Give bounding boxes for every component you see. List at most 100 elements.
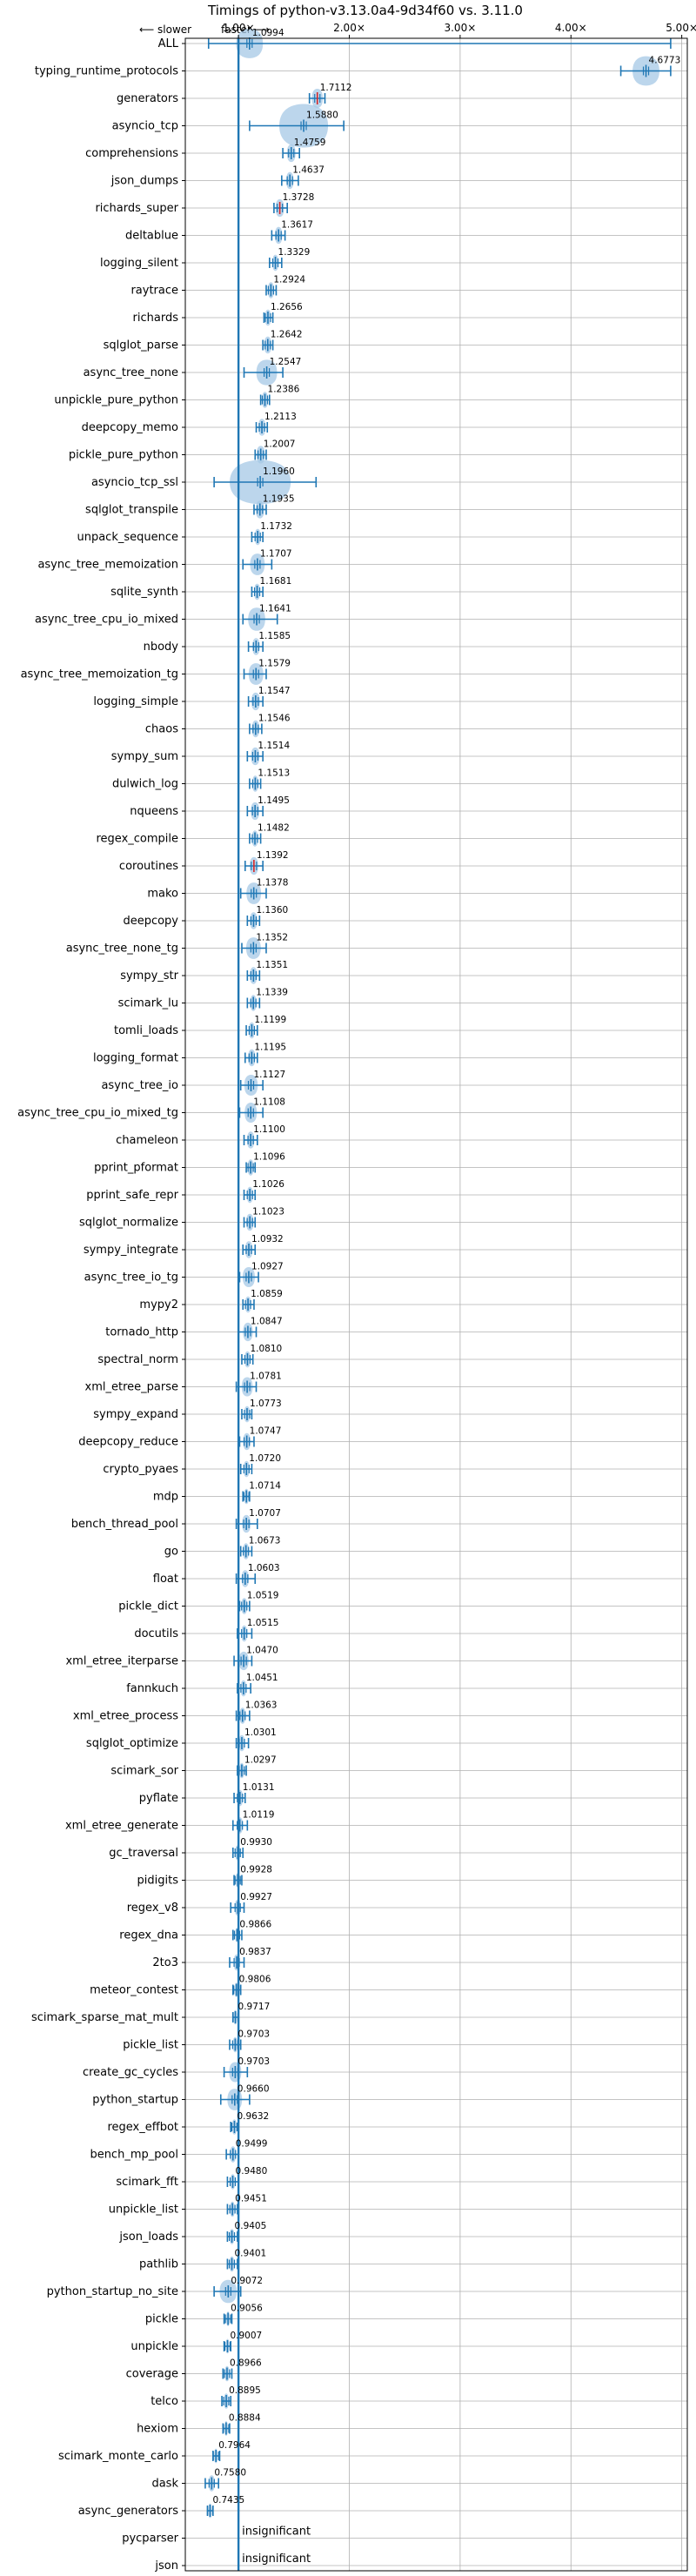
category-label: async_tree_io_tg xyxy=(84,1271,178,1285)
value-label: 1.3329 xyxy=(278,247,311,258)
category-label: pprint_safe_repr xyxy=(86,1189,178,1202)
value-label: 0.9703 xyxy=(238,2029,270,2040)
value-label: 0.9930 xyxy=(240,1837,272,1848)
x-tick-label: 3.00× xyxy=(444,22,476,34)
value-label: 0.9927 xyxy=(240,1892,272,1902)
value-label: 1.2656 xyxy=(271,302,303,312)
category-label: bench_thread_pool xyxy=(71,1518,178,1531)
category-label: async_generators xyxy=(78,2505,179,2518)
x-tick-label: 4.00× xyxy=(555,22,587,34)
category-label: coroutines xyxy=(119,860,178,873)
chart-title: Timings of python-v3.13.0a4-9d34f60 vs. … xyxy=(207,3,523,18)
category-label: richards_super xyxy=(95,202,178,215)
value-label: 0.9401 xyxy=(235,2249,267,2259)
category-label: pprint_pformat xyxy=(94,1162,178,1175)
value-label: 1.0515 xyxy=(247,1618,279,1628)
value-label: 0.9480 xyxy=(236,2166,268,2177)
category-label: regex_v8 xyxy=(127,1902,178,1915)
value-label: 1.4759 xyxy=(294,138,326,148)
category-label: 2to3 xyxy=(152,1956,178,1969)
value-label: 1.1100 xyxy=(253,1124,285,1135)
category-label: pathlib xyxy=(139,2258,178,2271)
value-label: 1.1681 xyxy=(260,576,292,587)
category-label: richards xyxy=(133,312,179,325)
category-label: sympy_integrate xyxy=(84,1244,178,1257)
value-label: 0.9632 xyxy=(237,2111,269,2122)
value-label: 1.1579 xyxy=(258,659,291,669)
value-label: 1.0847 xyxy=(251,1317,283,1327)
category-label: python_startup_no_site xyxy=(47,2285,178,2298)
category-label: sqlglot_optimize xyxy=(86,1737,178,1750)
value-label: 0.9405 xyxy=(235,2221,267,2231)
value-label: 1.3617 xyxy=(281,220,313,231)
value-label: 1.0451 xyxy=(246,1673,278,1683)
category-label: bench_mp_pool xyxy=(90,2149,178,2162)
category-label: tornado_http xyxy=(105,1326,178,1339)
value-label: 1.3728 xyxy=(283,192,315,203)
category-label: xml_etree_generate xyxy=(65,1820,178,1833)
value-label: 1.1732 xyxy=(260,521,292,532)
category-label: async_tree_none xyxy=(84,366,178,379)
value-label: 1.1127 xyxy=(253,1070,285,1080)
value-label: 1.1195 xyxy=(254,1043,286,1053)
category-label: crypto_pyaes xyxy=(103,1463,178,1476)
value-label: 1.1351 xyxy=(256,960,288,970)
category-label: xml_etree_parse xyxy=(85,1381,178,1394)
category-label: pickle_pure_python xyxy=(69,449,178,462)
value-label: 1.1108 xyxy=(253,1097,285,1108)
category-label: unpickle xyxy=(130,2340,178,2353)
slower-annotation: ⟵ slower xyxy=(139,23,191,36)
category-label: coverage xyxy=(126,2368,178,2381)
insignificant-label: insignificant xyxy=(242,2553,311,2566)
category-label: sympy_sum xyxy=(111,750,178,763)
value-label: 1.7112 xyxy=(320,83,352,93)
value-label: 0.9451 xyxy=(235,2194,267,2204)
category-label: comprehensions xyxy=(85,147,178,160)
value-label: 1.1641 xyxy=(259,604,291,614)
category-label: ALL xyxy=(158,37,179,50)
value-label: 1.1339 xyxy=(256,988,288,998)
category-label: sqlite_synth xyxy=(110,586,178,599)
category-label: typing_runtime_protocols xyxy=(35,65,178,78)
category-label: float xyxy=(153,1573,178,1586)
grid-lines xyxy=(185,38,687,2571)
category-label: asyncio_tcp xyxy=(112,120,178,133)
value-label: 1.1585 xyxy=(258,631,291,641)
value-label: 1.0781 xyxy=(250,1372,282,1382)
value-label: 1.1023 xyxy=(252,1207,284,1218)
value-label: 1.0859 xyxy=(251,1289,283,1299)
category-label: async_tree_memoization_tg xyxy=(21,668,178,681)
value-label: 1.5880 xyxy=(306,111,338,121)
value-label: 0.9866 xyxy=(239,1920,271,1930)
category-label: raytrace xyxy=(130,285,178,298)
category-label: regex_compile xyxy=(96,833,178,846)
category-label: nqueens xyxy=(130,805,178,818)
category-label: python_startup xyxy=(92,2094,178,2107)
x-tick-label: 2.00× xyxy=(333,22,365,34)
value-label: 1.1360 xyxy=(256,905,288,916)
category-label: json_dumps xyxy=(110,175,178,188)
category-label: scimark_sor xyxy=(110,1765,178,1778)
category-label: hexiom xyxy=(137,2423,178,2436)
value-label: 0.7580 xyxy=(214,2468,246,2479)
category-label: deepcopy_memo xyxy=(82,421,178,434)
value-label: 1.1547 xyxy=(258,686,291,696)
category-label: json xyxy=(154,2559,178,2573)
category-label: unpack_sequence xyxy=(77,531,178,544)
value-label: 1.0773 xyxy=(250,1399,282,1409)
category-label: meteor_contest xyxy=(90,1984,178,1997)
value-label: 1.1392 xyxy=(257,850,289,861)
category-label: mako xyxy=(147,888,178,901)
value-label: 1.0720 xyxy=(249,1453,281,1464)
value-label: 0.7435 xyxy=(212,2495,244,2506)
value-label: 1.1495 xyxy=(258,795,290,806)
category-label: sqlglot_normalize xyxy=(79,1217,178,1230)
value-label: 1.0994 xyxy=(252,28,284,38)
value-label: 1.0603 xyxy=(248,1563,280,1573)
value-label: 1.1482 xyxy=(258,823,290,834)
category-label: docutils xyxy=(134,1627,178,1640)
category-label: pickle xyxy=(145,2313,178,2326)
value-label: 1.0301 xyxy=(244,1727,277,1738)
value-label: 1.0363 xyxy=(245,1701,278,1711)
value-label: 1.0927 xyxy=(251,1262,284,1272)
